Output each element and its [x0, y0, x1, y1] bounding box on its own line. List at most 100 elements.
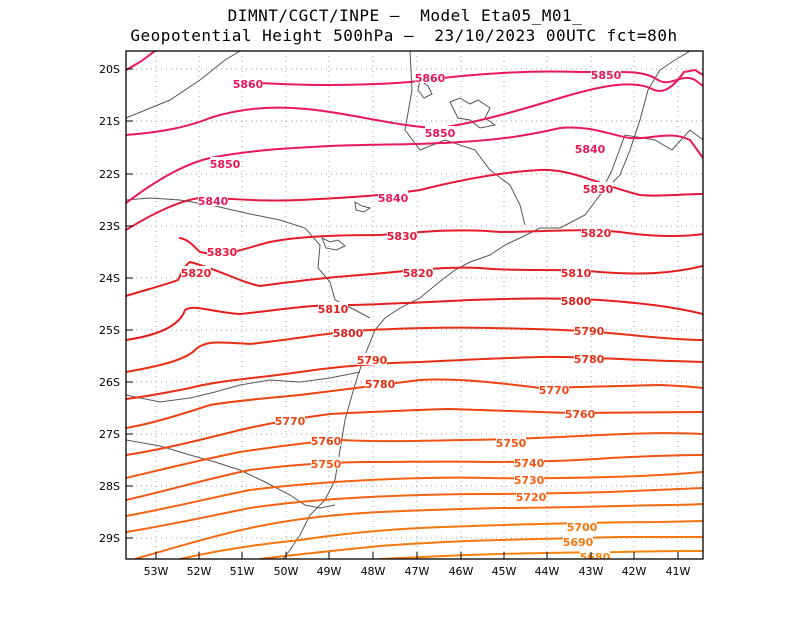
contour-label: 5790 — [574, 325, 605, 338]
contour-label-background — [561, 266, 591, 278]
contour-line — [126, 471, 703, 517]
lon-tick-label: 51W — [230, 565, 255, 578]
contour-label: 5860 — [233, 78, 264, 91]
contour-label-background — [563, 535, 593, 547]
contour-label: 5740 — [514, 457, 545, 470]
contour-label-background — [275, 414, 305, 426]
contour-line — [126, 408, 703, 456]
contour-label: 5840 — [378, 192, 409, 205]
lon-tick-label: 53W — [144, 565, 169, 578]
contour-line — [379, 550, 703, 559]
state-border — [126, 51, 241, 119]
contour-label: 5760 — [311, 435, 342, 448]
contour-label: 5820 — [403, 267, 434, 280]
contour-label-background — [565, 407, 595, 419]
contour-line — [126, 326, 703, 373]
contour-label: 5720 — [516, 491, 547, 504]
lon-tick-label: 41W — [666, 565, 691, 578]
lon-tick-label: 52W — [187, 565, 212, 578]
reservoir — [321, 236, 346, 251]
contour-label-background — [403, 266, 433, 278]
map-title-line-1: DIMNT/CGCT/INPE – Model Eta05_M01_ — [227, 6, 583, 25]
coastline-and-borders — [126, 51, 703, 559]
contour-label: 5810 — [318, 303, 349, 316]
state-border — [599, 51, 691, 196]
contour-label: 5770 — [539, 384, 570, 397]
contour-label-background — [574, 324, 604, 336]
state-border — [126, 371, 361, 403]
contour-label-background — [574, 352, 604, 364]
contour-line — [134, 503, 703, 559]
map-title-line-2: Geopotential Height 500hPa – 23/10/2023 … — [130, 26, 678, 45]
lat-tick-label: 24S — [99, 272, 120, 285]
lon-tick-label: 45W — [492, 565, 517, 578]
lon-tick-label: 50W — [274, 565, 299, 578]
contour-label-background — [496, 436, 526, 448]
lat-tick-label: 28S — [99, 480, 120, 493]
contour-line — [244, 70, 703, 87]
contour-label: 5700 — [567, 521, 598, 534]
state-border — [404, 51, 526, 226]
contour-label: 5780 — [365, 378, 396, 391]
contour-label: 5790 — [357, 354, 388, 367]
contour-label: 5770 — [275, 415, 306, 428]
lon-tick-label: 44W — [535, 565, 560, 578]
reservoir — [354, 201, 372, 213]
graticule — [126, 51, 703, 559]
contour-label: 5860 — [415, 72, 446, 85]
contour-label-background — [378, 191, 408, 203]
lon-tick-label: 42W — [622, 565, 647, 578]
contour-label: 5690 — [563, 536, 594, 549]
map-frame — [125, 50, 704, 560]
contour-label-background — [583, 182, 613, 194]
contour-label: 5850 — [210, 158, 241, 171]
contour-label: 5760 — [565, 408, 596, 421]
reservoir — [417, 79, 433, 99]
contour-label-background — [207, 245, 237, 257]
contour-label-background — [591, 68, 621, 80]
contour-label-background — [311, 457, 341, 469]
contour-label-background — [567, 520, 597, 532]
contour-line — [126, 297, 703, 341]
contour-label-background — [333, 326, 363, 338]
lat-tick-label: 23S — [99, 220, 120, 233]
lat-tick-label: 22S — [99, 168, 120, 181]
contour-labels: 5860 5860 5850 5850 5850 5840 5840 5840 5830 5830… — [181, 68, 622, 564]
contour-label-background — [514, 456, 544, 468]
contour-label: 5810 — [561, 267, 592, 280]
contour-label: 5750 — [496, 437, 527, 450]
contour-label-background — [318, 302, 348, 314]
contour-label-background — [581, 226, 611, 238]
lon-tick-label: 48W — [361, 565, 386, 578]
contour-line — [259, 535, 703, 559]
contour-label-background — [365, 377, 395, 389]
state-border — [126, 197, 371, 319]
lat-tick-label: 26S — [99, 376, 120, 389]
contour-line — [126, 487, 703, 533]
contour-label: 5730 — [514, 474, 545, 487]
contour-label-background — [198, 194, 228, 206]
lat-tick-label: 20S — [99, 63, 120, 76]
lat-tick-label: 21S — [99, 115, 120, 128]
contour-label: 5750 — [311, 458, 342, 471]
contour-label: 5840 — [198, 195, 229, 208]
contour-line — [126, 378, 703, 429]
reservoir — [449, 97, 497, 129]
contour-label-background — [357, 353, 387, 365]
contour-label: 5820 — [581, 227, 612, 240]
contour-label: 5800 — [561, 295, 592, 308]
contour-label-background — [516, 490, 546, 502]
contour-label: 5780 — [574, 353, 605, 366]
contour-label: 5840 — [575, 143, 606, 156]
contour-label-background — [575, 142, 605, 154]
contour-line — [126, 51, 156, 71]
contour-label-background — [210, 157, 240, 169]
contour-line — [126, 432, 703, 479]
contour-label-background — [561, 294, 591, 306]
contour-label: 5680 — [580, 551, 611, 564]
lon-tick-label: 46W — [449, 565, 474, 578]
contour-label-background — [233, 77, 263, 89]
contour-label-background — [181, 266, 211, 278]
